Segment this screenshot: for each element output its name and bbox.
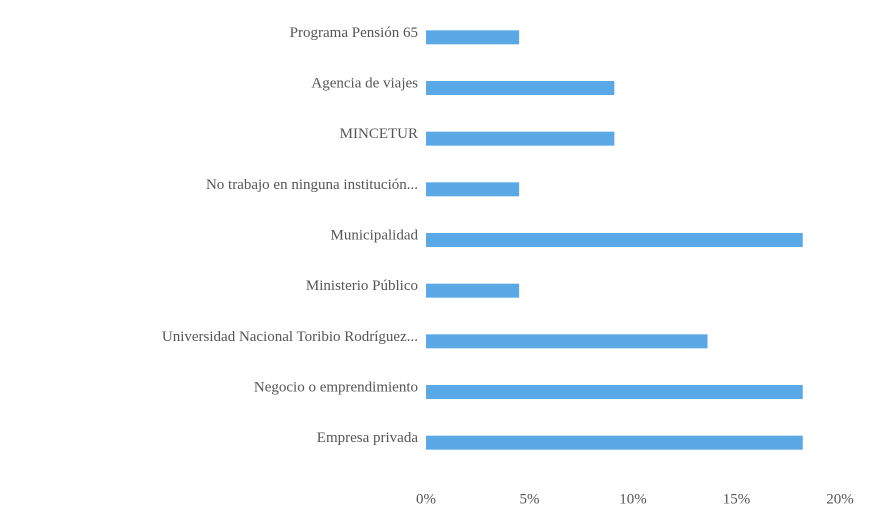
bar bbox=[426, 283, 520, 298]
y-tick-label: Empresa privada bbox=[317, 430, 419, 446]
x-tick-label: 0% bbox=[416, 491, 436, 507]
bar bbox=[426, 435, 803, 450]
bar bbox=[426, 30, 520, 45]
y-tick-label: Universidad Nacional Toribio Rodríguez..… bbox=[162, 329, 418, 345]
y-tick-label: Ministerio Público bbox=[306, 278, 418, 294]
bar bbox=[426, 182, 520, 197]
bar bbox=[426, 81, 615, 95]
y-tick-label: Negocio o emprendimiento bbox=[254, 379, 418, 395]
y-tick-label: MINCETUR bbox=[340, 126, 418, 142]
x-tick-label: 10% bbox=[619, 491, 647, 507]
y-tick-label: Municipalidad bbox=[331, 227, 419, 243]
bar bbox=[426, 334, 708, 349]
x-tick-label: 20% bbox=[826, 491, 854, 507]
x-tick-label: 15% bbox=[723, 491, 751, 507]
y-tick-label: Agencia de viajes bbox=[311, 75, 418, 91]
bar bbox=[426, 385, 803, 399]
bar bbox=[426, 233, 803, 247]
y-tick-label: No trabajo en ninguna institución... bbox=[206, 177, 418, 193]
bar bbox=[426, 131, 615, 146]
y-tick-label: Programa Pensión 65 bbox=[290, 25, 418, 41]
x-tick-label: 5% bbox=[520, 491, 540, 507]
